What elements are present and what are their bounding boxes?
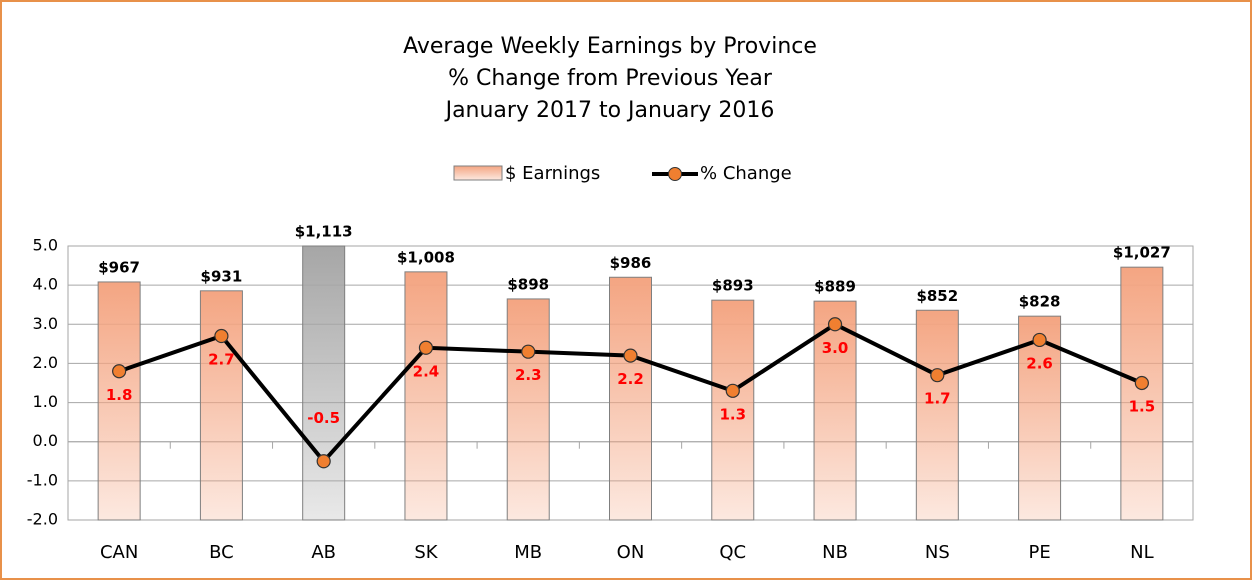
y-tick-label: 5.0 — [33, 236, 58, 255]
bar — [199, 290, 243, 521]
x-tick-label: BC — [209, 542, 234, 563]
line-value-label: -0.5 — [307, 409, 340, 427]
bar — [97, 281, 141, 521]
line-value-label: 2.7 — [208, 351, 235, 369]
y-tick-label: -2.0 — [27, 510, 58, 529]
x-tick-label: NL — [1130, 542, 1154, 563]
line-value-label: 2.4 — [413, 362, 440, 380]
line-marker — [316, 454, 331, 469]
chart-subtitle: % Change from Previous Year — [448, 66, 773, 91]
bar-value-label: $893 — [712, 277, 754, 295]
y-tick-label: 0.0 — [33, 431, 58, 450]
x-tick-label: SK — [414, 542, 438, 563]
line-marker — [725, 383, 740, 398]
bar-value-label: $986 — [610, 254, 652, 272]
line-marker — [827, 317, 843, 332]
line-marker — [112, 364, 127, 379]
x-tick-label: ON — [617, 542, 645, 563]
x-tick-label: NB — [822, 542, 848, 563]
line-marker — [418, 340, 434, 355]
bar-value-label: $1,027 — [1113, 244, 1171, 262]
bar — [915, 309, 959, 521]
line-value-label: 2.3 — [515, 366, 542, 384]
bar — [302, 245, 346, 521]
line-value-label: 1.7 — [924, 390, 951, 408]
chart-subtitle: January 2017 to January 2016 — [444, 98, 775, 123]
y-tick-label: -1.0 — [27, 470, 58, 489]
line-marker — [1134, 375, 1149, 391]
bar — [506, 298, 550, 521]
line-marker — [623, 348, 638, 363]
legend-swatch — [668, 167, 682, 181]
bar — [711, 299, 755, 521]
line-value-label: 2.2 — [617, 370, 644, 388]
y-tick-label: 3.0 — [33, 314, 58, 333]
bar-value-label: $931 — [201, 267, 243, 285]
legend-label: $ Earnings — [505, 163, 600, 184]
bar-value-label: $1,008 — [397, 248, 455, 266]
bar-value-label: $852 — [916, 287, 958, 305]
bar-value-label: $898 — [507, 275, 549, 293]
x-tick-label: CAN — [100, 542, 138, 563]
legend-swatch — [453, 165, 503, 181]
x-tick-label: AB — [311, 542, 336, 563]
y-tick-label: 4.0 — [33, 275, 58, 294]
x-tick-label: PE — [1028, 542, 1050, 563]
line-value-label: 3.0 — [822, 339, 849, 357]
legend-label: % Change — [700, 163, 792, 184]
x-tick-label: NS — [925, 542, 950, 563]
bar — [1018, 315, 1062, 521]
line-value-label: 1.8 — [106, 386, 133, 404]
bar — [404, 271, 448, 521]
bar-value-label: $1,113 — [295, 223, 353, 241]
bar-value-label: $967 — [98, 258, 140, 276]
line-value-label: 2.6 — [1026, 354, 1053, 372]
y-tick-label: 1.0 — [33, 392, 58, 411]
bar-value-label: $889 — [814, 278, 856, 296]
bar — [609, 276, 652, 521]
x-tick-label: MB — [514, 542, 542, 563]
x-tick-label: QC — [719, 542, 746, 563]
line-value-label: 1.5 — [1129, 398, 1156, 416]
line-marker — [214, 328, 229, 344]
y-tick-label: 2.0 — [33, 353, 58, 372]
bar — [813, 300, 857, 521]
line-marker — [521, 344, 536, 359]
chart-title: Average Weekly Earnings by Province — [403, 34, 817, 59]
line-marker — [930, 368, 945, 383]
bar — [1120, 266, 1164, 521]
line-value-label: 1.3 — [719, 405, 746, 423]
line-marker — [1032, 332, 1047, 348]
bar-value-label: $828 — [1019, 293, 1061, 311]
